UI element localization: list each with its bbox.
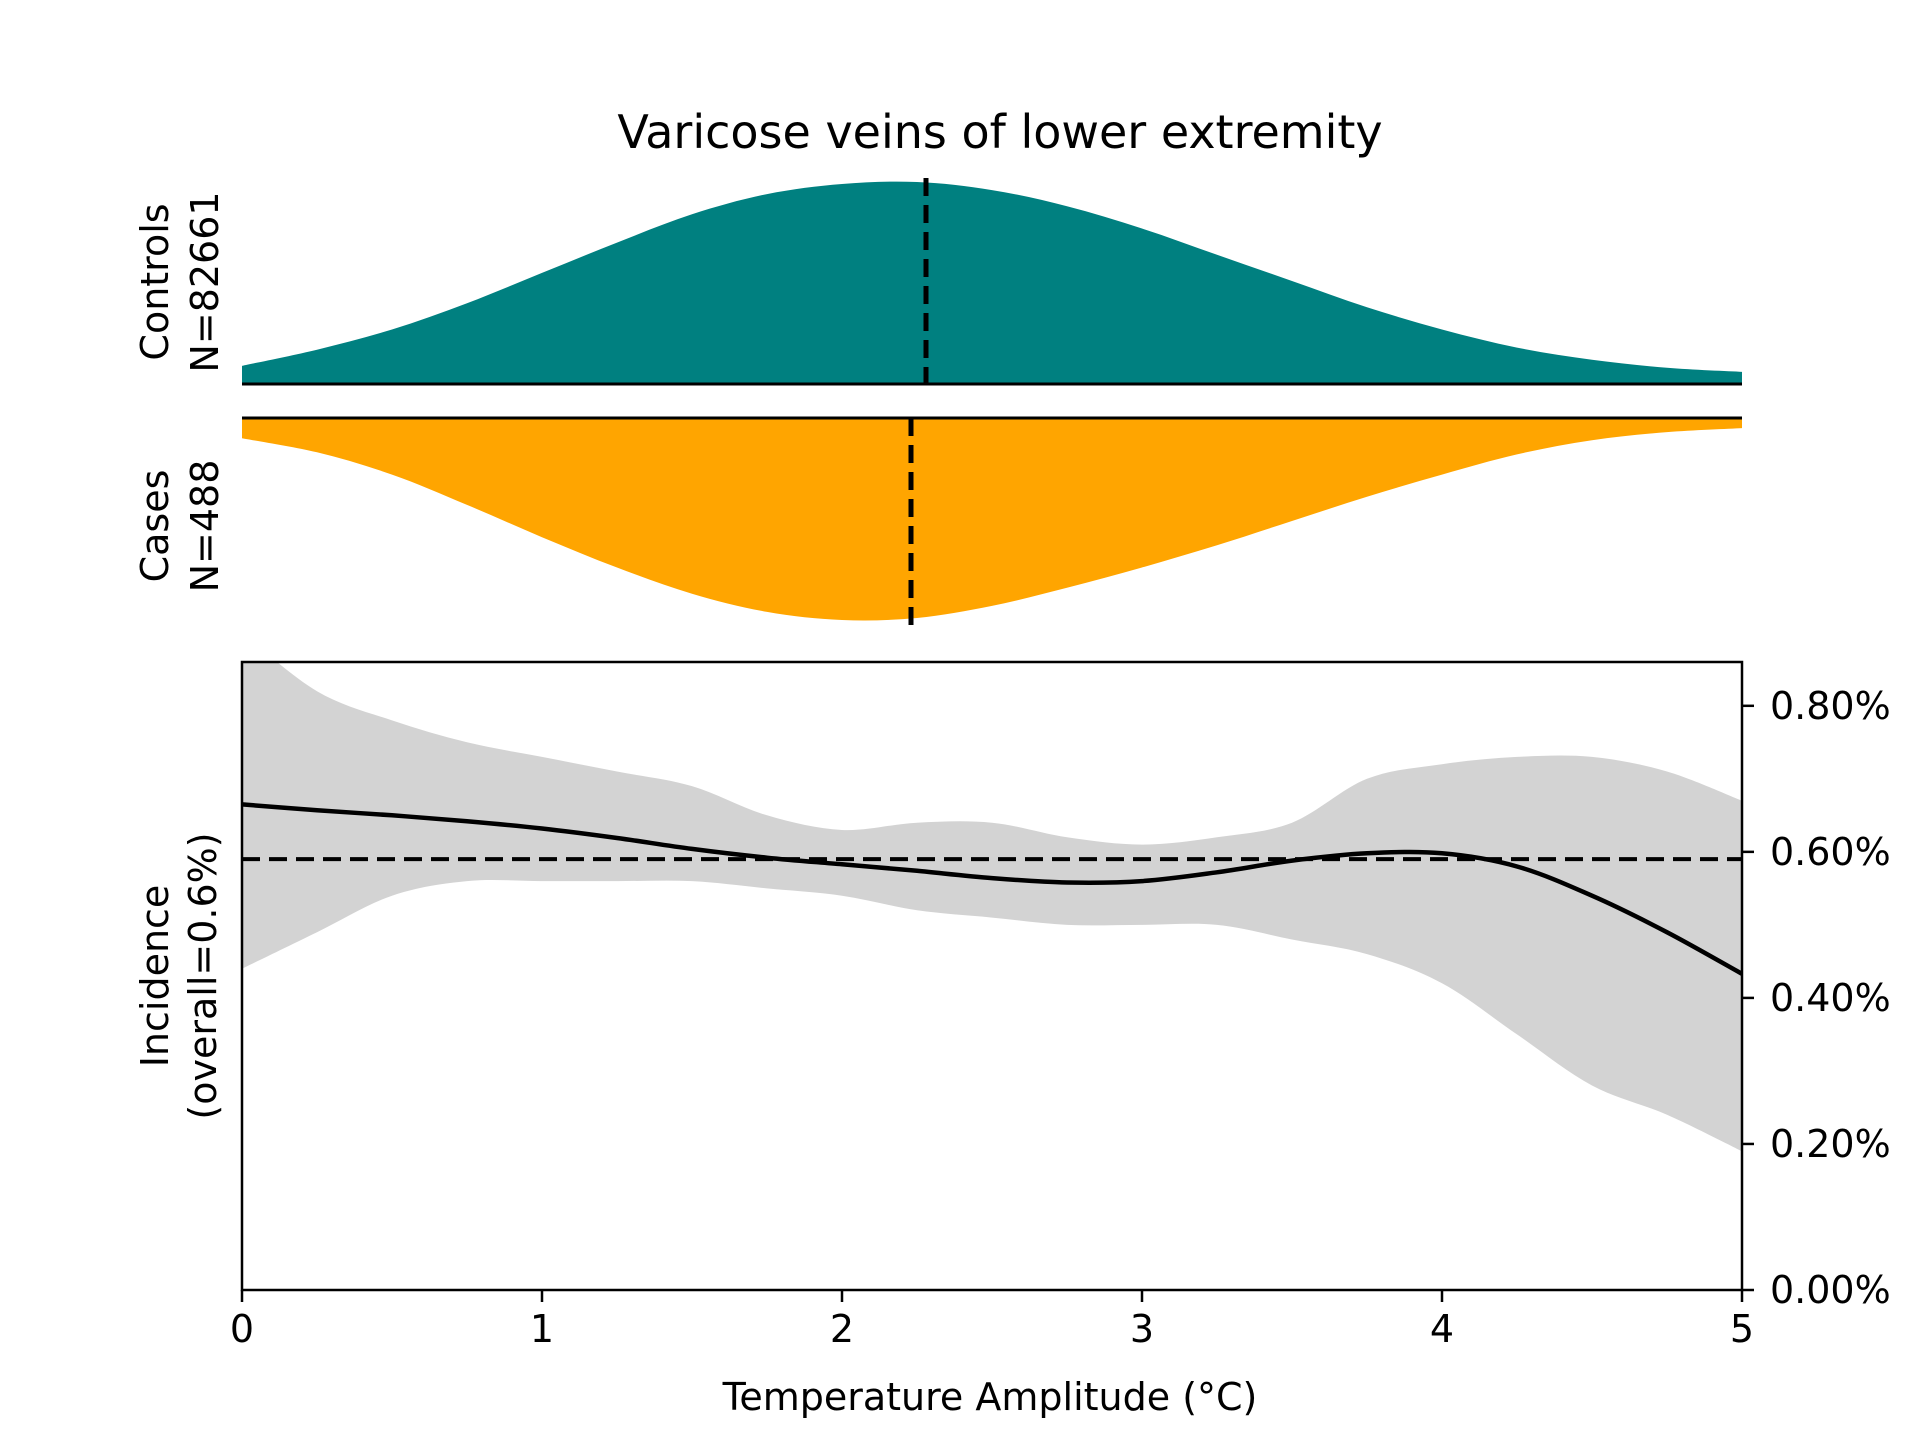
y-tick-label: 0.60%	[1770, 830, 1891, 874]
incidence-frame	[240, 660, 1744, 1292]
x-tick-label: 4	[1430, 1307, 1454, 1351]
y-axis-label: Incidence	[133, 885, 177, 1068]
confidence-band	[242, 662, 1742, 1152]
controls-label: Controls	[133, 203, 177, 360]
x-axis-label: Temperature Amplitude (°C)	[722, 1375, 1258, 1419]
x-tick-label: 5	[1730, 1307, 1754, 1351]
y-tick-label: 0.00%	[1770, 1268, 1891, 1312]
controls-density-area	[242, 181, 1742, 384]
y-tick-label: 0.40%	[1770, 976, 1891, 1020]
y-tick-label: 0.80%	[1770, 684, 1891, 728]
y-tick-label: 0.20%	[1770, 1122, 1891, 1166]
x-tick-label: 1	[530, 1307, 554, 1351]
y-axis-label-overall: (overall=0.6%)	[181, 832, 225, 1119]
cases-density-area	[242, 418, 1742, 621]
chart-title: Varicose veins of lower extremity	[617, 105, 1382, 159]
cases-panel: Cases N=488	[133, 416, 1742, 628]
x-tick-label: 0	[230, 1307, 254, 1351]
incidence-panel: 0 1 2 3 4 5 0.00% 0.20% 0.40% 0.60% 0.80% Tempera…	[133, 660, 1891, 1419]
cases-count-label: N=488	[183, 460, 227, 593]
x-tick-label: 2	[830, 1307, 854, 1351]
controls-count-label: N=82661	[183, 191, 227, 372]
controls-panel: Controls N=82661	[133, 178, 1742, 386]
x-tick-label: 3	[1130, 1307, 1154, 1351]
incidence-curve	[242, 802, 1742, 976]
x-axis: 0 1 2 3 4 5	[230, 1290, 1754, 1351]
y-axis-right: 0.00% 0.20% 0.40% 0.60% 0.80%	[1742, 684, 1891, 1312]
cases-label: Cases	[133, 470, 177, 583]
